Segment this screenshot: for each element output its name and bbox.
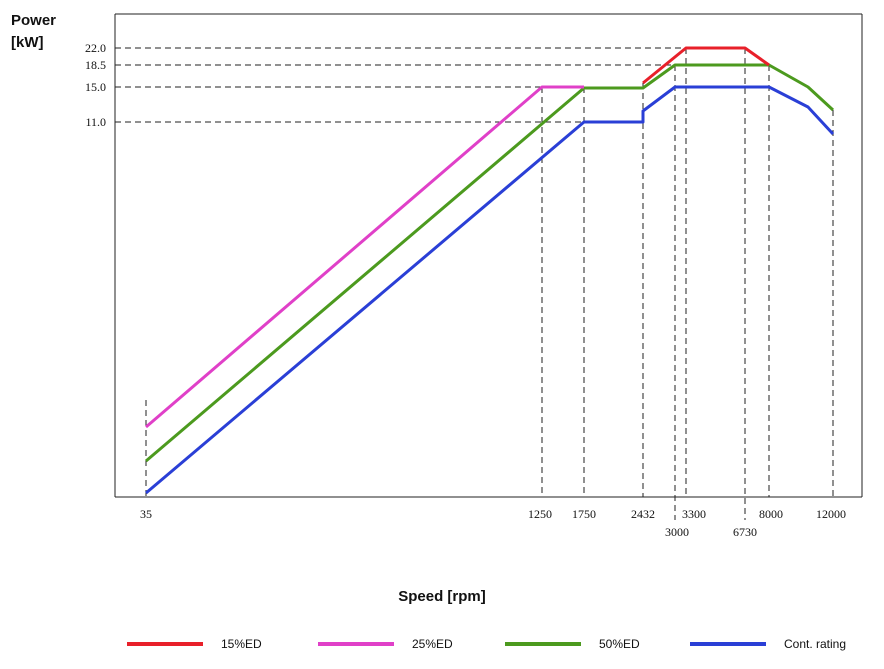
x-tick-label: 8000 (759, 507, 783, 521)
x-tick-label: 2432 (631, 507, 655, 521)
series-cont-rating-line (145, 85, 835, 495)
y-tick-label: 22.0 (85, 41, 106, 55)
legend-item-25ed: 25%ED (318, 632, 453, 656)
legend: 15%ED 25%ED 50%ED Cont. rating (0, 632, 884, 656)
legend-item-15ed: 15%ED (127, 632, 262, 656)
legend-label: 50%ED (599, 637, 640, 651)
legend-label: Cont. rating (784, 637, 847, 651)
legend-label: 15%ED (221, 637, 262, 651)
x-axis-label: Speed [rpm] (398, 588, 486, 605)
y-tick-label: 18.5 (85, 58, 106, 72)
y-axis-label: Power [kW] (11, 10, 56, 54)
legend-swatch-15ed (127, 642, 203, 646)
y-tick-label: 11.0 (85, 115, 106, 129)
legend-swatch-cont (690, 642, 766, 646)
x-tick-label: 6730 (733, 525, 757, 539)
x-tick-label: 3000 (665, 525, 689, 539)
x-tick-label: 3300 (682, 507, 706, 521)
series-25ed-line (145, 85, 584, 429)
v-reference-lines (145, 48, 834, 520)
y-axis-label-line1: Power (11, 12, 57, 29)
legend-swatch-50ed (505, 642, 581, 646)
x-tick-label: 1750 (572, 507, 596, 521)
y-axis-label-line2: [kW] (11, 34, 44, 51)
x-tick-label: 12000 (816, 507, 846, 521)
series-50ed-line (145, 63, 835, 463)
y-tick-label: 15.0 (85, 80, 106, 94)
legend-item-cont: Cont. rating (690, 632, 846, 656)
x-tick-label: 1250 (528, 507, 552, 521)
legend-label: 25%ED (412, 637, 453, 651)
x-tick-label: 35 (140, 507, 152, 521)
legend-item-50ed: 50%ED (505, 632, 640, 656)
series-15ed-line (642, 46, 770, 85)
legend-swatch-25ed (318, 642, 394, 646)
